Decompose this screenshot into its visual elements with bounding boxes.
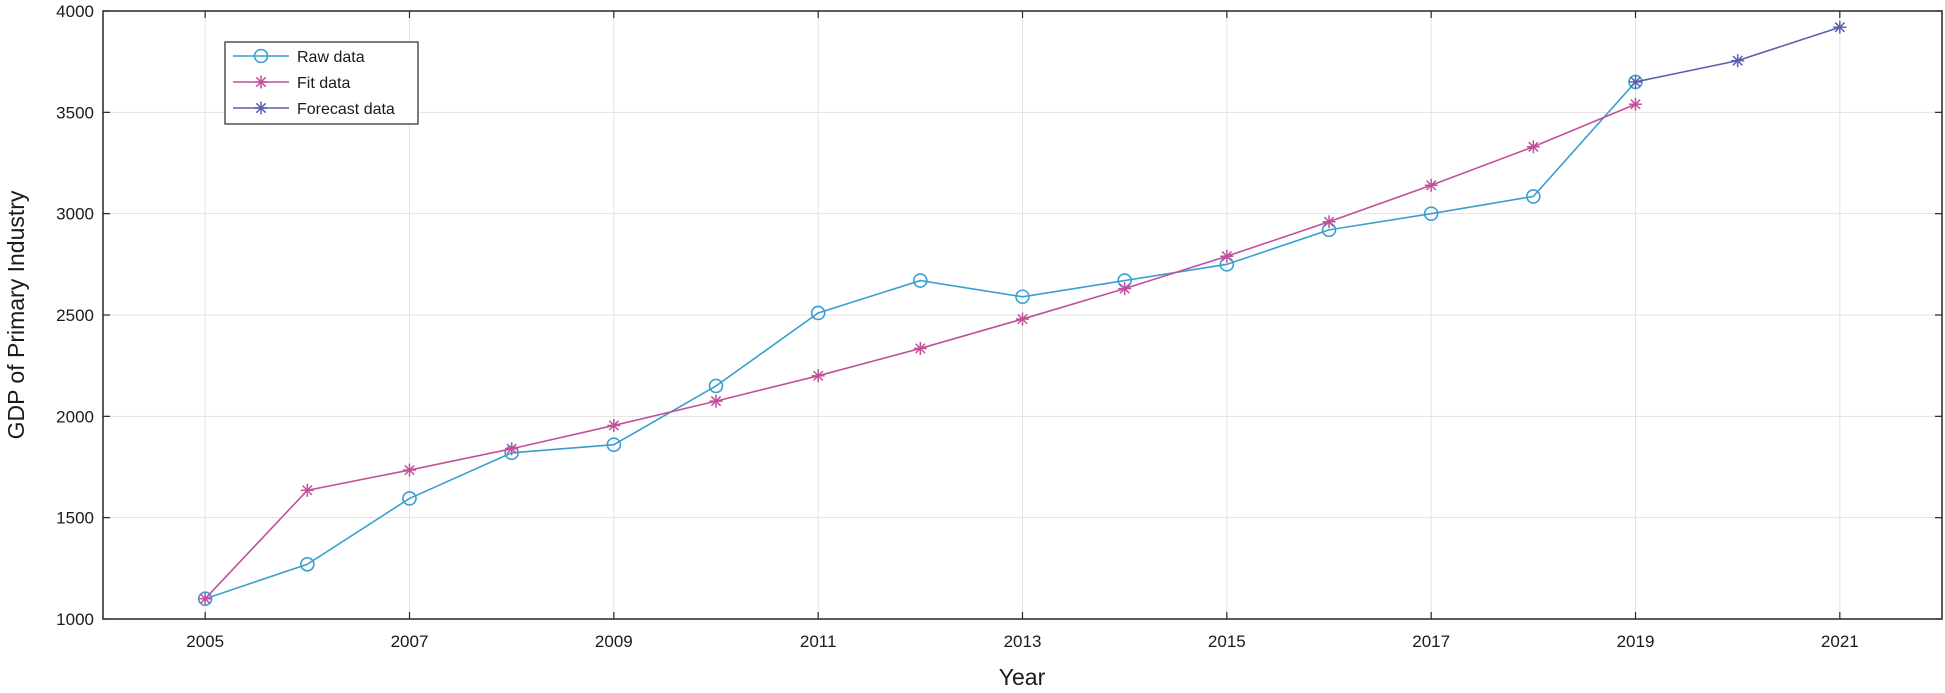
data-point: [913, 341, 927, 355]
legend-swatch-marker: [253, 48, 269, 64]
y-axis-title: GDP of Primary Industry: [3, 190, 29, 439]
legend-entry: Fit data: [233, 75, 350, 92]
data-point: [1731, 54, 1745, 68]
data-point: [402, 491, 417, 506]
series-fit-data: [198, 97, 1642, 606]
series-forecast-data: [1629, 20, 1847, 89]
series-layer: [197, 20, 1847, 607]
x-tick-label: 2013: [1004, 632, 1042, 651]
y-tick-label: 3500: [56, 103, 94, 122]
data-point: [810, 305, 826, 321]
y-tick-label: 2000: [56, 407, 94, 426]
data-point: [1833, 20, 1847, 34]
x-tick-label: 2017: [1412, 632, 1450, 651]
y-tick-label: 4000: [56, 2, 94, 21]
x-axis-ticks: 2005 2007 2009 2011 2013 2015 2017 2019 2021: [186, 11, 1859, 651]
legend-label: Forecast data: [297, 101, 395, 118]
series-raw-data: [197, 74, 1643, 607]
x-tick-label: 2011: [800, 632, 837, 651]
legend-entry: Raw data: [233, 48, 365, 66]
legend-entry: Forecast data: [233, 101, 395, 118]
legend-swatch-marker: [254, 75, 268, 89]
data-point: [709, 394, 723, 408]
x-tick-label: 2019: [1617, 632, 1655, 651]
x-tick-label: 2015: [1208, 632, 1246, 651]
legend: Raw data Fit data Forecast data: [224, 41, 419, 125]
data-point: [403, 463, 416, 477]
series-line: [204, 81, 1637, 600]
data-point: [505, 442, 519, 456]
x-tick-label: 2009: [595, 632, 633, 651]
data-point: [811, 369, 825, 383]
x-tick-label: 2021: [1821, 632, 1859, 651]
data-point: [1322, 215, 1336, 229]
data-point: [913, 273, 928, 288]
data-point: [300, 483, 314, 497]
data-point: [300, 556, 315, 572]
data-point: [606, 437, 622, 453]
x-tick-label: 2005: [186, 632, 224, 651]
legend-label: Raw data: [297, 49, 365, 66]
data-point: [607, 418, 621, 432]
y-axis-ticks: 1000 1500 2000 2500 3000 3500 4000: [56, 2, 1942, 629]
legend-label: Fit data: [297, 75, 350, 92]
data-point: [1629, 97, 1642, 111]
y-tick-label: 3000: [56, 205, 94, 224]
data-point: [198, 592, 212, 606]
data-point: [1118, 282, 1132, 296]
y-tick-label: 1500: [56, 509, 94, 528]
y-tick-label: 2500: [56, 306, 94, 325]
data-point: [1015, 289, 1030, 305]
data-point: [708, 378, 724, 394]
x-axis-title: Year: [999, 664, 1046, 690]
data-point: [1526, 140, 1540, 154]
x-tick-label: 2007: [391, 632, 429, 651]
data-point: [1629, 75, 1642, 89]
data-point: [1016, 312, 1029, 326]
data-point: [1526, 189, 1541, 204]
data-point: [1423, 206, 1439, 221]
data-point: [1424, 178, 1438, 192]
y-tick-label: 1000: [56, 610, 94, 629]
legend-swatch-marker: [254, 101, 268, 115]
data-point: [1220, 249, 1234, 263]
